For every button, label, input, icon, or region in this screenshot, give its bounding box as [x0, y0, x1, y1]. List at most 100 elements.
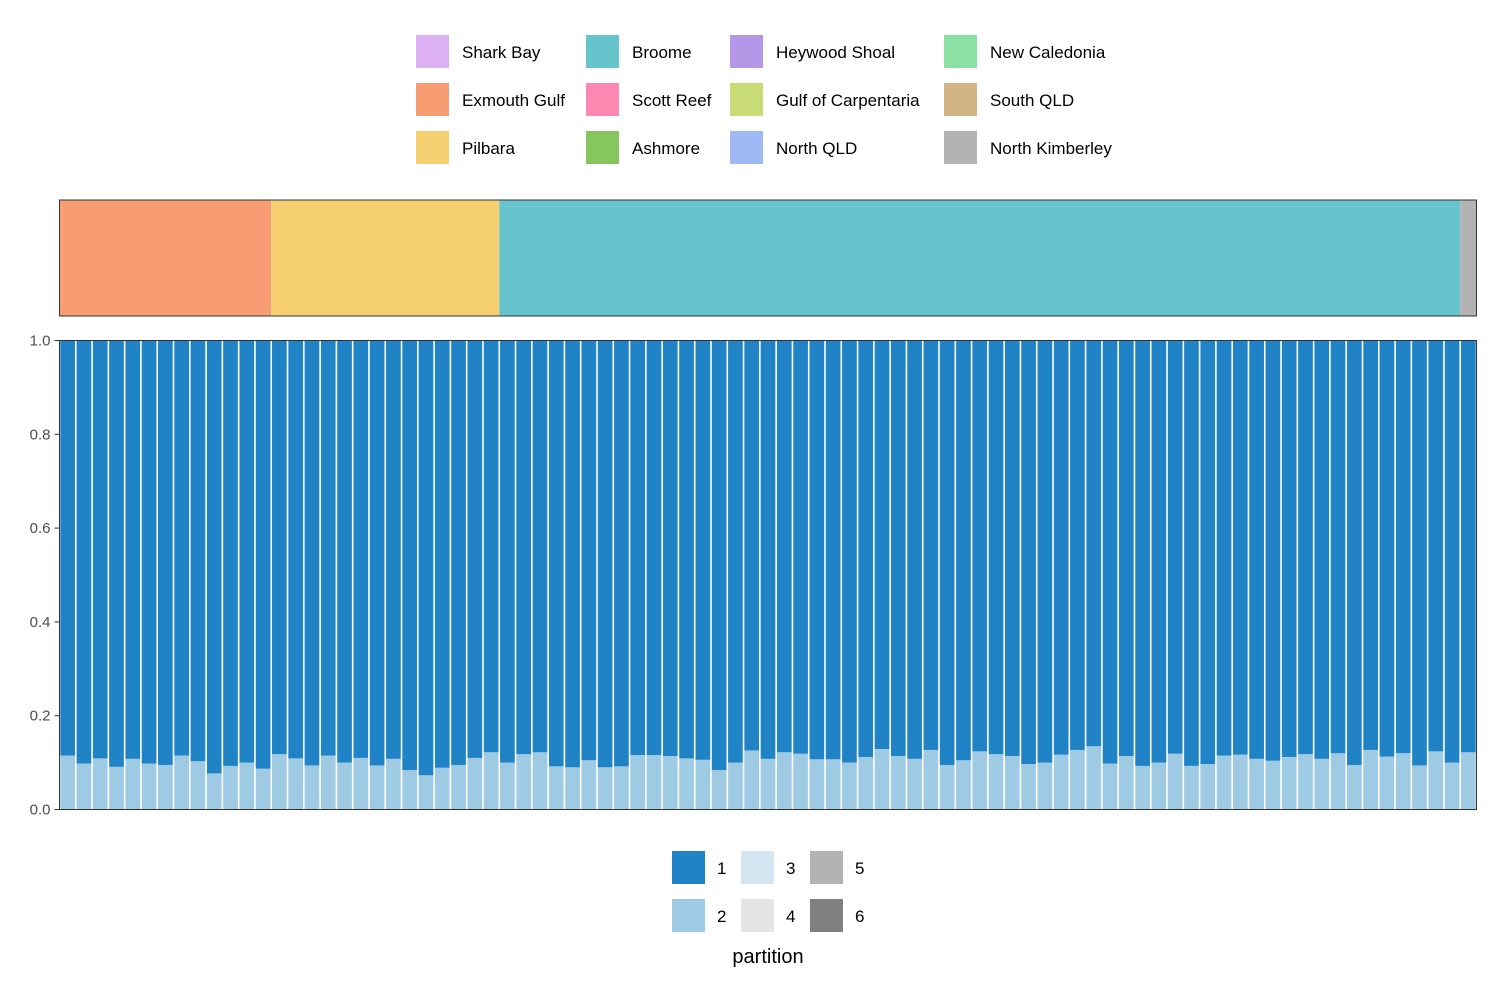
- legend-key-pilbara: [416, 131, 449, 164]
- strip-segment-exmouth-gulf: [60, 200, 272, 316]
- bar-51-partition-1: [875, 341, 890, 749]
- legend-label-north-kimberley: North Kimberley: [990, 139, 1112, 158]
- legend-label-gulf-of-carpentaria: Gulf of Carpentaria: [776, 91, 920, 110]
- bar-80-partition-1: [1347, 341, 1362, 765]
- bar-15-partition-1: [288, 341, 303, 759]
- bar-76-partition-2: [1282, 757, 1297, 810]
- legend-label-heywood-shoal: Heywood Shoal: [776, 43, 895, 62]
- bar-71-partition-1: [1200, 341, 1215, 765]
- bar-10-partition-1: [207, 341, 222, 774]
- bar-72-partition-2: [1217, 756, 1232, 810]
- bar-39-partition-1: [679, 341, 694, 759]
- bar-3-partition-1: [93, 341, 108, 759]
- bar-55-partition-2: [940, 765, 955, 810]
- bar-61-partition-1: [1038, 341, 1053, 763]
- bar-21-partition-2: [386, 759, 401, 810]
- bar-19-partition-2: [353, 758, 368, 810]
- bar-87-partition-1: [1461, 341, 1476, 753]
- bar-25-partition-2: [451, 765, 466, 810]
- bar-81-partition-1: [1363, 341, 1378, 750]
- partition-key-1: [672, 851, 705, 884]
- bar-38-partition-2: [663, 756, 678, 809]
- bar-62-partition-2: [1054, 755, 1069, 810]
- bar-11-partition-2: [223, 766, 238, 810]
- partition-key-5: [810, 851, 843, 884]
- y-tick-label: 0.4: [30, 614, 51, 631]
- bar-87-partition-2: [1461, 752, 1476, 809]
- bar-29-partition-2: [516, 754, 531, 809]
- bar-49-partition-2: [842, 763, 857, 810]
- bar-59-partition-1: [1005, 341, 1020, 757]
- legend-key-ashmore: [586, 131, 619, 164]
- bar-40-partition-1: [696, 341, 711, 760]
- bar-27-partition-1: [484, 341, 499, 753]
- bar-30-partition-2: [533, 752, 548, 809]
- bar-77-partition-2: [1298, 754, 1313, 809]
- bar-32-partition-2: [565, 767, 580, 809]
- partition-label-6: 6: [855, 907, 864, 926]
- bar-44-partition-2: [761, 759, 776, 810]
- bar-45-partition-1: [777, 341, 792, 753]
- legend-key-north-kimberley: [944, 131, 977, 164]
- legend-label-broome: Broome: [632, 43, 692, 62]
- bar-29-partition-1: [516, 341, 531, 755]
- bar-67-partition-2: [1135, 766, 1150, 810]
- bar-23-partition-2: [419, 775, 434, 809]
- bar-25-partition-1: [451, 341, 466, 765]
- legend-label-shark-bay: Shark Bay: [462, 43, 541, 62]
- bar-18-partition-2: [337, 763, 352, 810]
- legend-label-scott-reef: Scott Reef: [632, 91, 712, 110]
- bar-35-partition-1: [614, 341, 629, 767]
- legend-key-shark-bay: [416, 35, 449, 68]
- location-strip: [60, 200, 1477, 316]
- bar-58-partition-2: [989, 754, 1004, 809]
- partition-label-5: 5: [855, 859, 864, 878]
- bar-19-partition-1: [353, 341, 368, 758]
- bar-35-partition-2: [614, 766, 629, 809]
- strip-segment-north-kimberley: [1460, 200, 1476, 316]
- bar-13-partition-2: [256, 769, 271, 810]
- location-legend: Shark Bay Exmouth Gulf Pilbara Broome Scott …: [416, 35, 1112, 164]
- bar-57-partition-1: [972, 341, 987, 752]
- bar-4-partition-1: [109, 341, 124, 767]
- bar-54-partition-1: [924, 341, 939, 750]
- bar-50-partition-2: [858, 757, 873, 810]
- bar-62-partition-1: [1054, 341, 1069, 755]
- partition-legend: 123456: [672, 851, 864, 932]
- bar-41-partition-2: [712, 770, 727, 809]
- bar-73-partition-1: [1233, 341, 1248, 755]
- bar-45-partition-2: [777, 752, 792, 809]
- bar-2-partition-1: [77, 341, 92, 764]
- legend-key-new-caledonia: [944, 35, 977, 68]
- bars: [60, 341, 1475, 810]
- legend-label-north-qld: North QLD: [776, 139, 857, 158]
- bar-63-partition-1: [1070, 341, 1085, 750]
- bar-81-partition-2: [1363, 750, 1378, 810]
- bar-59-partition-2: [1005, 756, 1020, 809]
- bar-68-partition-2: [1152, 763, 1167, 810]
- bar-5-partition-2: [125, 759, 140, 810]
- bar-71-partition-2: [1200, 764, 1215, 809]
- bar-56-partition-2: [956, 760, 971, 809]
- bar-69-partition-2: [1168, 754, 1183, 810]
- bar-47-partition-1: [810, 341, 825, 760]
- partition-legend-title: partition: [732, 946, 803, 968]
- legend-key-north-qld: [730, 131, 763, 164]
- bar-80-partition-2: [1347, 765, 1362, 810]
- bar-26-partition-2: [467, 758, 482, 810]
- bar-33-partition-1: [581, 341, 596, 761]
- bar-12-partition-1: [239, 341, 254, 763]
- strip-segment-pilbara: [271, 200, 499, 316]
- bar-1-partition-1: [60, 341, 75, 756]
- bar-16-partition-1: [305, 341, 320, 766]
- bar-42-partition-1: [728, 341, 743, 763]
- bar-75-partition-2: [1266, 761, 1281, 810]
- bar-73-partition-2: [1233, 755, 1248, 810]
- bar-63-partition-2: [1070, 750, 1085, 810]
- bar-76-partition-1: [1282, 341, 1297, 757]
- legend-key-heywood-shoal: [730, 35, 763, 68]
- bar-7-partition-2: [158, 765, 173, 810]
- bar-11-partition-1: [223, 341, 238, 766]
- bar-52-partition-2: [891, 756, 906, 809]
- bar-84-partition-2: [1412, 765, 1427, 809]
